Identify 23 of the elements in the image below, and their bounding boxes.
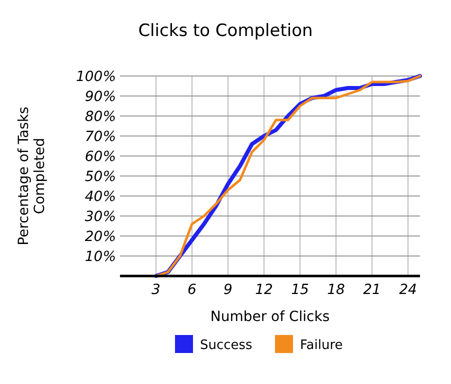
- x-tick-label: 9: [224, 282, 233, 298]
- y-tick-label: 100%: [76, 69, 116, 85]
- y-tick-label: 70%: [84, 129, 116, 145]
- x-tick-label: 18: [327, 282, 345, 298]
- y-tick-label: 50%: [84, 169, 116, 185]
- y-tick-label: 40%: [84, 189, 116, 205]
- x-tick-label: 24: [399, 282, 417, 298]
- y-tick-label: 10%: [84, 249, 116, 265]
- legend-label: Failure: [300, 338, 343, 353]
- x-tick-label: 15: [291, 282, 309, 298]
- y-tick-label: 80%: [84, 109, 116, 125]
- chart-title: Clicks to Completion: [138, 21, 313, 41]
- x-tick-label: 12: [255, 282, 273, 298]
- x-axis-title: Number of Clicks: [210, 309, 330, 325]
- x-tick-label: 21: [363, 282, 381, 298]
- legend-label: Success: [200, 338, 253, 353]
- y-tick-label: 90%: [84, 89, 116, 105]
- y-tick-label: 60%: [84, 149, 116, 165]
- y-tick-label: 20%: [84, 229, 116, 245]
- y-axis-title: Percentage of Tasks Completed: [16, 106, 48, 246]
- y-tick-label: 30%: [84, 209, 116, 225]
- x-tick-label: 6: [188, 282, 197, 298]
- x-tick-label: 3: [152, 282, 160, 298]
